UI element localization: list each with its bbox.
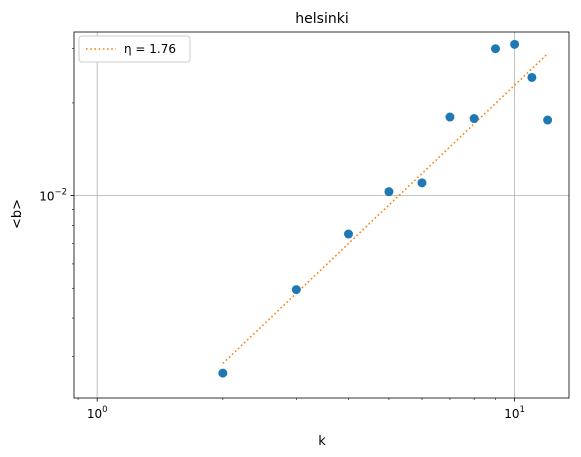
data-point xyxy=(527,72,537,82)
y-tick-label: 10−2 xyxy=(39,188,67,204)
plot-frame xyxy=(73,31,570,399)
data-point xyxy=(510,39,520,49)
x-tick-label: 100 xyxy=(87,405,108,421)
data-point xyxy=(218,368,228,378)
x-tick-label: 101 xyxy=(504,405,525,421)
legend-fit-label: η = 1.76 xyxy=(124,42,176,56)
data-point xyxy=(445,112,455,122)
data-point xyxy=(490,44,500,54)
fit-line xyxy=(222,53,549,364)
points-layer xyxy=(218,39,553,378)
x-axis-label: k xyxy=(318,434,326,449)
grid-layer xyxy=(74,32,569,398)
tick-layer: 100 101 10−2 xyxy=(39,48,525,421)
y-axis-label: <b> xyxy=(10,199,25,229)
data-point xyxy=(291,285,301,295)
data-point xyxy=(543,115,553,125)
legend: η = 1.76 xyxy=(78,35,191,63)
data-point xyxy=(384,187,394,197)
legend-box xyxy=(78,35,191,63)
data-point xyxy=(417,178,427,188)
data-point xyxy=(343,229,353,239)
data-point xyxy=(469,114,479,124)
chart-title: helsinki xyxy=(295,11,348,27)
fit-layer xyxy=(222,53,549,364)
